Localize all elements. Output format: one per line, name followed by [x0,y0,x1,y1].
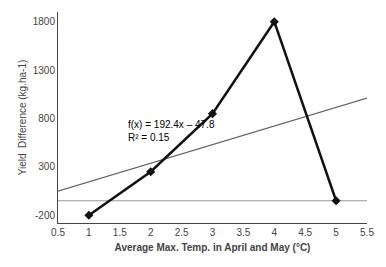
svg-text:3: 3 [210,227,216,238]
svg-text:4: 4 [272,227,278,238]
svg-text:2.5: 2.5 [175,227,189,238]
svg-text:5: 5 [333,227,339,238]
svg-text:0.5: 0.5 [51,227,65,238]
svg-text:1800: 1800 [33,16,56,27]
svg-text:1: 1 [86,227,92,238]
svg-text:-200: -200 [35,210,55,221]
svg-text:300: 300 [38,161,55,172]
svg-text:5.5: 5.5 [360,227,374,238]
svg-text:f(x) = 192.4x – 47.8R² = 0.15: f(x) = 192.4x – 47.8R² = 0.15 [128,119,215,143]
svg-text:1300: 1300 [33,65,56,76]
svg-text:Average Max. Temp. in April an: Average Max. Temp. in April and May (°C) [115,242,311,253]
svg-text:4.5: 4.5 [298,227,312,238]
svg-text:800: 800 [38,113,55,124]
svg-text:3.5: 3.5 [236,227,250,238]
svg-text:Yield Difference (kg.ha-1): Yield Difference (kg.ha-1) [17,60,28,176]
svg-text:2: 2 [148,227,154,238]
svg-text:1.5: 1.5 [113,227,127,238]
